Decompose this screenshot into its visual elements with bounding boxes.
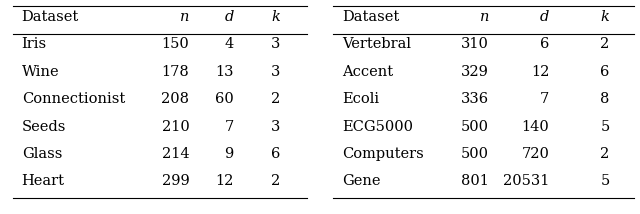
Text: 3: 3 (271, 37, 281, 51)
Text: 336: 336 (461, 92, 489, 106)
Text: 500: 500 (461, 120, 489, 134)
Text: 208: 208 (161, 92, 189, 106)
Text: 329: 329 (461, 65, 489, 79)
Text: Ecoli: Ecoli (342, 92, 379, 106)
Text: 140: 140 (522, 120, 549, 134)
Text: n: n (180, 10, 189, 24)
Text: Connectionist: Connectionist (22, 92, 125, 106)
Text: 299: 299 (162, 174, 189, 188)
Text: 214: 214 (162, 147, 189, 161)
Text: Computers: Computers (342, 147, 424, 161)
Text: 3: 3 (271, 120, 281, 134)
Text: k: k (272, 10, 281, 24)
Text: 801: 801 (461, 174, 489, 188)
Text: k: k (601, 10, 609, 24)
Text: 8: 8 (600, 92, 609, 106)
Text: 210: 210 (162, 120, 189, 134)
Text: Vertebral: Vertebral (342, 37, 411, 51)
Text: 12: 12 (531, 65, 549, 79)
Text: 500: 500 (461, 147, 489, 161)
Text: 13: 13 (215, 65, 234, 79)
Text: 6: 6 (540, 37, 549, 51)
Text: 178: 178 (162, 65, 189, 79)
Text: Heart: Heart (22, 174, 65, 188)
Text: Dataset: Dataset (22, 10, 79, 24)
Text: Glass: Glass (22, 147, 62, 161)
Text: Seeds: Seeds (22, 120, 66, 134)
Text: 2: 2 (271, 92, 281, 106)
Text: 2: 2 (271, 174, 281, 188)
Text: 5: 5 (600, 174, 609, 188)
Text: 720: 720 (522, 147, 549, 161)
Text: 2: 2 (600, 147, 609, 161)
Text: Dataset: Dataset (342, 10, 399, 24)
Text: 3: 3 (271, 65, 281, 79)
Text: n: n (480, 10, 489, 24)
Text: Iris: Iris (22, 37, 47, 51)
Text: 7: 7 (225, 120, 234, 134)
Text: 7: 7 (540, 92, 549, 106)
Text: 150: 150 (162, 37, 189, 51)
Text: 310: 310 (461, 37, 489, 51)
Text: 6: 6 (271, 147, 281, 161)
Text: Gene: Gene (342, 174, 380, 188)
Text: 2: 2 (600, 37, 609, 51)
Text: 20531: 20531 (503, 174, 549, 188)
Text: 6: 6 (600, 65, 609, 79)
Text: Accent: Accent (342, 65, 393, 79)
Text: d: d (224, 10, 234, 24)
Text: 9: 9 (225, 147, 234, 161)
Text: d: d (540, 10, 549, 24)
Text: 4: 4 (225, 37, 234, 51)
Text: 60: 60 (215, 92, 234, 106)
Text: Wine: Wine (22, 65, 60, 79)
Text: 5: 5 (600, 120, 609, 134)
Text: ECG5000: ECG5000 (342, 120, 413, 134)
Text: 12: 12 (215, 174, 234, 188)
